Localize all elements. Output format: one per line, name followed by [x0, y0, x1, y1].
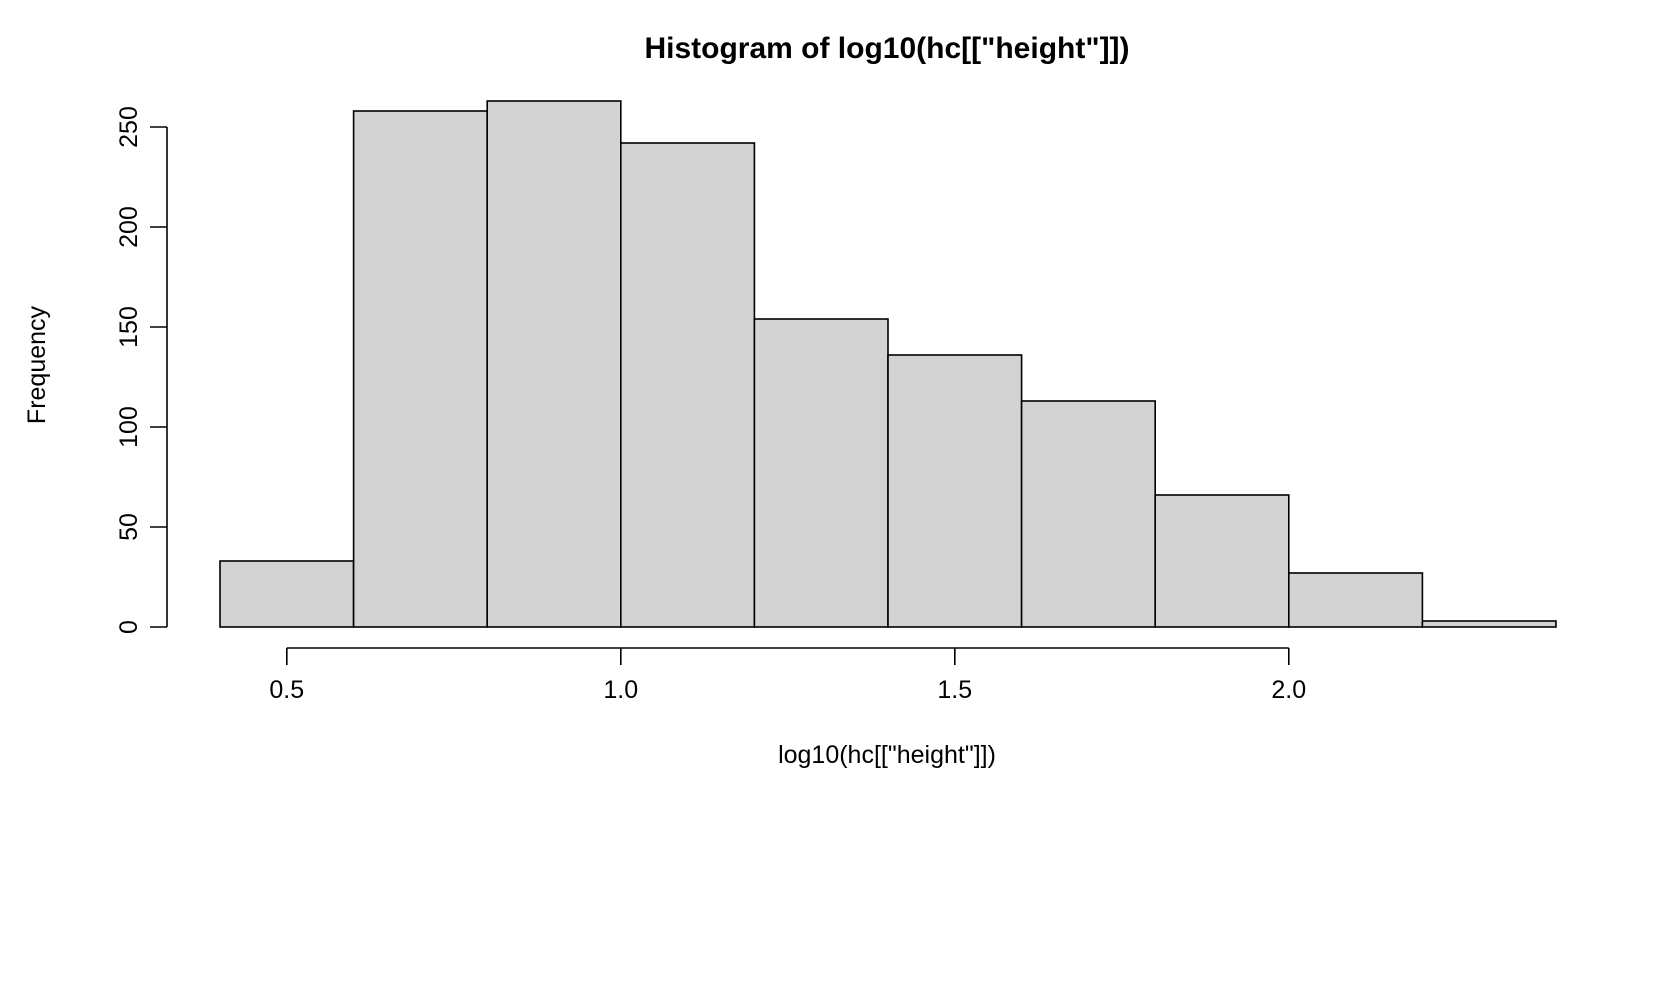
histogram-bar-7	[1154, 494, 1290, 628]
y-tick-label: 250	[115, 106, 143, 148]
x-tick-label: 0.5	[269, 676, 304, 704]
x-axis: 0.5 1.0 1.5 2.0	[269, 647, 1306, 704]
y-tick-label: 100	[115, 406, 143, 448]
histogram-bar-2	[486, 100, 622, 628]
y-tick-label: 200	[115, 206, 143, 248]
histogram-bar-1	[352, 110, 489, 628]
histogram-bar-5	[887, 354, 1023, 628]
histogram-bars	[219, 100, 1557, 628]
histogram-bar-8	[1288, 572, 1424, 628]
y-tick-label: 50	[115, 513, 143, 541]
chart-title: Histogram of log10(hc[["height"]])	[644, 32, 1129, 65]
y-axis-label: Frequency	[23, 305, 51, 424]
histogram-bar-4	[753, 318, 889, 628]
histogram-bar-6	[1020, 400, 1156, 628]
x-tick-label: 1.0	[603, 676, 638, 704]
histogram-bar-9	[1421, 620, 1557, 628]
histogram-bar-3	[619, 142, 756, 628]
x-axis-label: log10(hc[["height"]])	[778, 741, 996, 769]
y-tick-label: 0	[115, 620, 143, 634]
y-axis: 0 50 100 150 200 250	[115, 106, 168, 634]
y-tick-label: 150	[115, 306, 143, 348]
x-tick-label: 2.0	[1271, 676, 1306, 704]
histogram-bar-0	[219, 560, 355, 628]
x-tick-label: 1.5	[937, 676, 972, 704]
